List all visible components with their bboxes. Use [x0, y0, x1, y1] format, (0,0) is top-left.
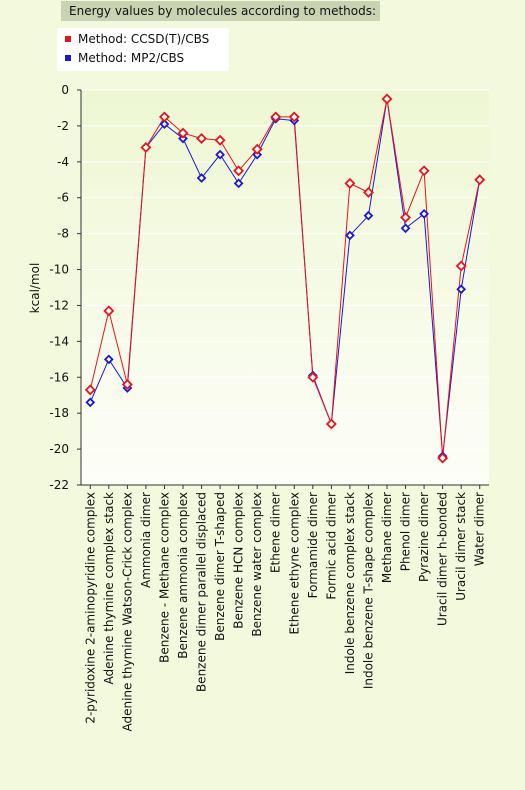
axes	[80, 90, 489, 486]
y-tick-label: -6	[57, 191, 69, 205]
data-point-ccsd[interactable]	[270, 111, 282, 123]
data-point-ccsd[interactable]	[307, 371, 319, 383]
data-point-mp2[interactable]	[85, 397, 96, 408]
x-tick-label: Indole benzene T-shape complex	[361, 492, 375, 689]
series-line-1	[89, 98, 481, 457]
x-tick-label: Benzene HCN complex	[232, 492, 246, 629]
data-point-mp2[interactable]	[400, 223, 411, 234]
data-point-ccsd[interactable]	[325, 418, 337, 430]
x-tick-label: Ethene ethyne complex	[287, 492, 301, 635]
x-tick-label: Indole benzene complex stack	[343, 492, 357, 674]
data-point-ccsd[interactable]	[474, 174, 486, 186]
data-point-ccsd[interactable]	[84, 384, 96, 396]
legend-entry-ccsd[interactable]: Method: CCSD(T)/CBS	[65, 31, 209, 47]
data-point-mp2[interactable]	[103, 354, 114, 365]
x-tick-label: Benzene - Methane complex	[157, 492, 171, 663]
data-point-mp2[interactable]	[215, 149, 225, 160]
chart-legend: Method: CCSD(T)/CBS Method: MP2/CBS	[57, 28, 229, 71]
data-point-ccsd[interactable]	[140, 141, 152, 153]
x-tick-label: Phenol dimer	[399, 492, 413, 571]
x-tick-label: Methane dimer	[380, 492, 394, 583]
data-point-ccsd[interactable]	[288, 111, 300, 123]
data-point-ccsd[interactable]	[233, 165, 245, 177]
legend-swatch-mp2	[65, 54, 71, 61]
data-point-ccsd[interactable]	[362, 186, 374, 198]
x-tick-label: Pyrazine dimer	[417, 492, 431, 582]
y-tick-label: -14	[49, 334, 69, 348]
data-point-mp2[interactable]	[196, 173, 207, 183]
data-points	[84, 93, 486, 464]
data-point-mp2[interactable]	[363, 210, 374, 221]
data-point-mp2[interactable]	[159, 119, 170, 129]
data-point-mp2[interactable]	[233, 178, 244, 189]
x-tick-label: Uracil dimer stack	[454, 492, 468, 601]
y-tick-label: -12	[49, 298, 69, 312]
x-tick-label: Ethene dimer	[269, 492, 283, 573]
data-point-ccsd[interactable]	[214, 134, 226, 146]
data-point-ccsd[interactable]	[251, 143, 263, 155]
data-point-mp2[interactable]	[345, 230, 355, 241]
x-tick-label: Benzene ammonia complex	[176, 492, 190, 659]
y-axis-label: kcal/mol	[28, 263, 42, 314]
y-tick-label: -20	[49, 442, 69, 456]
data-point-mp2[interactable]	[419, 209, 429, 219]
series-line-0	[89, 98, 481, 459]
data-point-ccsd[interactable]	[381, 93, 393, 105]
x-tick-label: Benzene dimer T-shaped	[213, 492, 227, 641]
legend-label-mp2: Method: MP2/CBS	[78, 51, 185, 65]
series-lines	[89, 98, 481, 459]
y-tick-label: -8	[57, 227, 69, 241]
y-tick-label: -4	[57, 155, 69, 169]
x-tick-label: Benzene dimer parallel displaced	[195, 492, 209, 692]
y-axis-ticks: 0 -2 -4 -6 -8 -10 -12 -14 -16 -18 -20 -22	[49, 83, 81, 492]
plot-background	[81, 90, 489, 485]
x-tick-label: Adenine thymine Watson-Crick complex	[120, 492, 134, 732]
y-tick-label: -16	[49, 370, 69, 384]
legend-swatch-ccsd	[65, 35, 71, 42]
x-tick-label: Formic acid dimer	[324, 492, 338, 600]
data-point-ccsd[interactable]	[103, 305, 115, 317]
x-tick-label: 2-pyridoxine 2-aminopyridine complex	[83, 492, 97, 724]
x-tick-label: Ammonia dimer	[139, 492, 153, 588]
data-point-ccsd[interactable]	[344, 177, 356, 189]
data-point-ccsd[interactable]	[418, 165, 430, 177]
y-tick-label: -2	[57, 119, 69, 133]
data-point-ccsd[interactable]	[177, 127, 189, 139]
y-tick-label: 0	[61, 83, 69, 97]
x-tick-label: Benzene water complex	[250, 492, 264, 637]
plot-area	[81, 90, 489, 485]
data-point-ccsd[interactable]	[455, 260, 467, 272]
x-axis-ticks: 2-pyridoxine 2-aminopyridine complex Aden…	[83, 485, 487, 732]
legend-label-ccsd: Method: CCSD(T)/CBS	[78, 32, 210, 46]
x-tick-label: Adenine thymine complex stack	[102, 492, 116, 685]
x-tick-label: Formamide dimer	[306, 492, 320, 598]
legend-entry-mp2[interactable]: Method: MP2/CBS	[65, 50, 184, 66]
data-point-ccsd[interactable]	[400, 212, 412, 223]
chart-title: Energy values by molecules according to …	[61, 1, 380, 21]
x-tick-label: Uracil dimer h-bonded	[436, 492, 450, 626]
data-point-ccsd[interactable]	[196, 133, 208, 144]
data-point-ccsd[interactable]	[158, 111, 170, 123]
y-tick-label: -18	[49, 406, 69, 420]
y-tick-label: -10	[49, 263, 69, 277]
x-tick-label: Water dimer	[473, 492, 487, 566]
y-tick-label: -22	[49, 478, 69, 492]
data-point-ccsd[interactable]	[121, 378, 133, 390]
data-point-ccsd[interactable]	[437, 452, 449, 464]
data-point-mp2[interactable]	[456, 284, 467, 295]
